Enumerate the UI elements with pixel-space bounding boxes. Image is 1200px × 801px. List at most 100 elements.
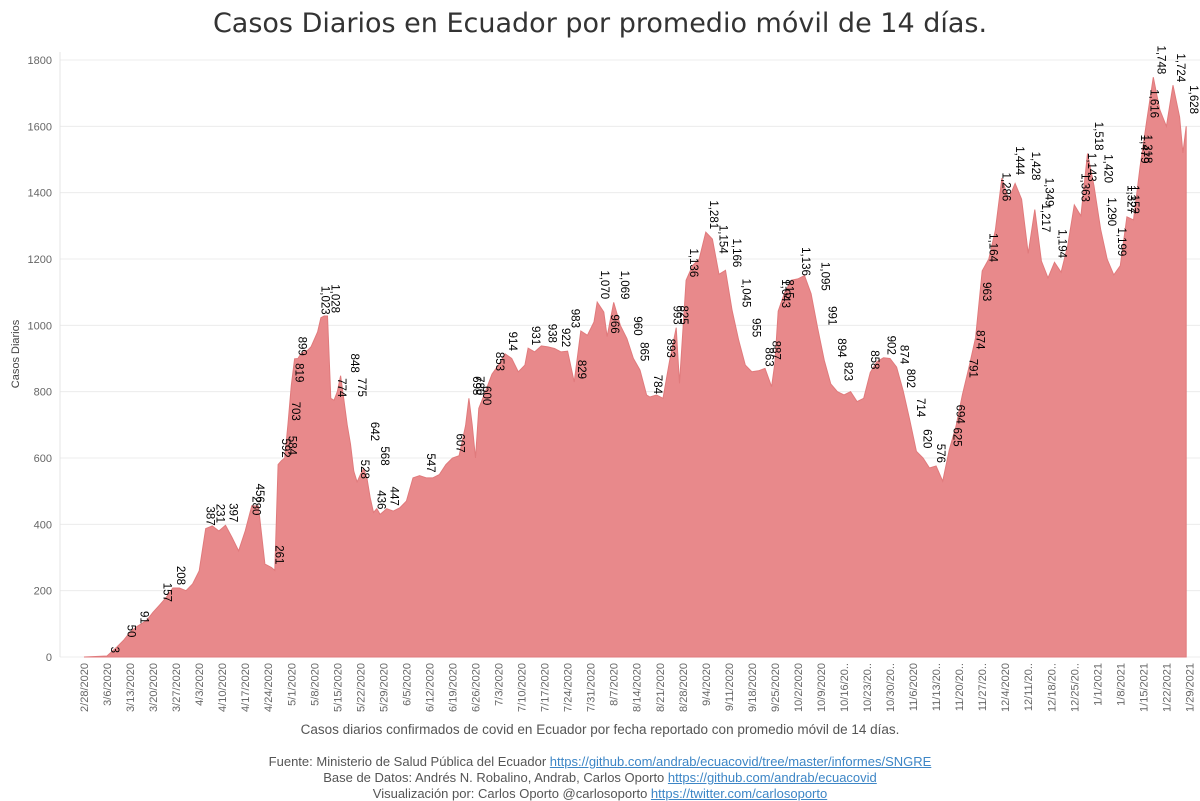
x-tick-label: 7/24/2020 bbox=[563, 663, 575, 712]
data-label: 874 bbox=[898, 345, 910, 365]
x-tick-label: 1/22/2021 bbox=[1161, 663, 1173, 712]
data-label: 853 bbox=[493, 352, 505, 371]
chart-title: Casos Diarios en Ecuador por promedio mó… bbox=[212, 8, 988, 39]
data-label: 802 bbox=[904, 369, 916, 388]
data-label: 1,748 bbox=[1154, 45, 1166, 74]
x-tick-label: 10/9/2020 bbox=[816, 663, 828, 712]
data-label: 3 bbox=[108, 647, 120, 653]
data-label: 620 bbox=[921, 429, 933, 448]
data-label: 960 bbox=[631, 316, 643, 335]
data-label: 784 bbox=[651, 375, 663, 395]
data-label: 931 bbox=[529, 326, 541, 345]
data-label: 963 bbox=[980, 282, 992, 301]
visualization-line: Visualización por: Carlos Oporto @carlos… bbox=[0, 786, 1200, 801]
source-text: Fuente: Ministerio de Salud Pública del … bbox=[268, 754, 547, 769]
x-tick-label: 10/2/2020 bbox=[793, 663, 805, 712]
source-line: Fuente: Ministerio de Salud Pública del … bbox=[0, 754, 1200, 769]
x-tick-label: 11/27/20.. bbox=[977, 663, 989, 711]
x-axis: 2/28/2020 3/6/2020 3/13/2020 3/20/2020 3/27/… bbox=[79, 663, 1196, 712]
x-tick-label: 6/5/2020 bbox=[401, 663, 413, 706]
x-tick-label: 3/27/2020 bbox=[171, 663, 183, 712]
x-tick-label: 11/6/2020 bbox=[908, 663, 920, 711]
x-tick-label: 1/8/2021 bbox=[1115, 663, 1127, 706]
data-label: 774 bbox=[335, 378, 347, 398]
y-tick-label: 600 bbox=[34, 453, 52, 465]
y-tick-label: 800 bbox=[34, 387, 52, 399]
x-tick-label: 5/15/2020 bbox=[332, 663, 344, 712]
data-label: 1,023 bbox=[319, 286, 331, 315]
data-label: 703 bbox=[289, 402, 301, 421]
source-link[interactable]: https://github.com/andrab/ecuacovid/tree… bbox=[549, 754, 932, 769]
x-tick-label: 2/28/2020 bbox=[79, 663, 91, 712]
data-label: 902 bbox=[884, 336, 896, 355]
database-text: Base de Datos: Andrés N. Robalino, Andra… bbox=[323, 770, 665, 785]
data-label: 607 bbox=[453, 433, 465, 452]
data-label: 1,724 bbox=[1174, 53, 1186, 82]
data-label: 1,136 bbox=[799, 247, 811, 276]
y-axis-label: Casos Diarios bbox=[10, 319, 22, 388]
y-tick-label: 400 bbox=[34, 519, 52, 531]
data-label: 528 bbox=[358, 460, 370, 479]
data-label: 1,152 bbox=[1128, 185, 1140, 214]
data-label: 584 bbox=[286, 436, 298, 456]
data-label: 858 bbox=[868, 350, 880, 369]
data-label: 1,199 bbox=[1115, 228, 1127, 257]
data-label: 1,444 bbox=[1013, 146, 1025, 175]
area-chart: 0 200 400 600 800 1000 1200 1400 1600 1800 2/28/2… bbox=[10, 45, 1200, 712]
data-label: 823 bbox=[842, 362, 854, 381]
data-label: 1,095 bbox=[819, 262, 831, 291]
data-label: 894 bbox=[835, 338, 847, 358]
database-line: Base de Datos: Andrés N. Robalino, Andra… bbox=[0, 770, 1200, 785]
data-label: 1,217 bbox=[1039, 204, 1051, 233]
data-label: 642 bbox=[368, 422, 380, 441]
x-tick-label: 11/13/20.. bbox=[931, 663, 943, 711]
data-label: 397 bbox=[226, 503, 238, 522]
data-label: 865 bbox=[638, 342, 650, 361]
x-tick-label: 6/26/2020 bbox=[471, 663, 483, 712]
x-tick-label: 5/29/2020 bbox=[378, 663, 390, 712]
data-label: 1,420 bbox=[1102, 154, 1114, 183]
x-tick-label: 4/10/2020 bbox=[217, 663, 229, 712]
database-link[interactable]: https://github.com/andrab/ecuacovid bbox=[667, 770, 877, 785]
data-label: 456 bbox=[253, 484, 265, 503]
x-tick-label: 7/3/2020 bbox=[494, 663, 506, 706]
x-tick-label: 4/17/2020 bbox=[240, 663, 252, 712]
y-tick-label: 1400 bbox=[28, 188, 52, 200]
data-label: 1,327 bbox=[1125, 185, 1137, 214]
data-label: 1,070 bbox=[598, 270, 610, 299]
data-label: 436 bbox=[375, 490, 387, 509]
x-tick-label: 8/21/2020 bbox=[655, 663, 667, 712]
data-label: 694 bbox=[954, 405, 966, 425]
x-tick-label: 8/14/2020 bbox=[632, 663, 644, 712]
x-tick-label: 5/22/2020 bbox=[355, 663, 367, 712]
data-label: 1,616 bbox=[1148, 89, 1160, 118]
data-label: 874 bbox=[973, 330, 985, 350]
data-label: 1,136 bbox=[687, 248, 699, 277]
data-label: 829 bbox=[575, 360, 587, 379]
visualization-link[interactable]: https://twitter.com/carlosoporto bbox=[650, 786, 828, 801]
data-label: 1,628 bbox=[1187, 85, 1199, 114]
x-tick-label: 12/11/20.. bbox=[1023, 663, 1035, 711]
data-label: 893 bbox=[664, 339, 676, 358]
data-label: 387 bbox=[203, 506, 215, 525]
data-label: 938 bbox=[546, 324, 558, 343]
data-label: 775 bbox=[355, 378, 367, 397]
data-label: 966 bbox=[608, 314, 620, 333]
data-label: 157 bbox=[161, 583, 173, 602]
x-tick-label: 12/18/20.. bbox=[1046, 663, 1058, 712]
data-label: 576 bbox=[934, 444, 946, 463]
x-tick-label: 1/29/2021 bbox=[1184, 663, 1196, 712]
x-tick-label: 8/7/2020 bbox=[609, 663, 621, 706]
y-tick-label: 0 bbox=[46, 652, 52, 664]
data-label: 1,166 bbox=[730, 238, 742, 267]
x-tick-label: 8/28/2020 bbox=[678, 663, 690, 712]
data-label: 600 bbox=[480, 386, 492, 405]
x-tick-label: 9/11/2020 bbox=[724, 663, 736, 711]
y-tick-label: 1600 bbox=[28, 121, 52, 133]
x-tick-label: 1/1/2021 bbox=[1092, 663, 1104, 706]
data-label: 91 bbox=[138, 611, 150, 624]
x-tick-label: 7/10/2020 bbox=[517, 663, 529, 712]
data-label: 1,194 bbox=[1056, 229, 1068, 258]
data-label: 955 bbox=[750, 318, 762, 337]
data-label: 1,164 bbox=[986, 233, 998, 262]
